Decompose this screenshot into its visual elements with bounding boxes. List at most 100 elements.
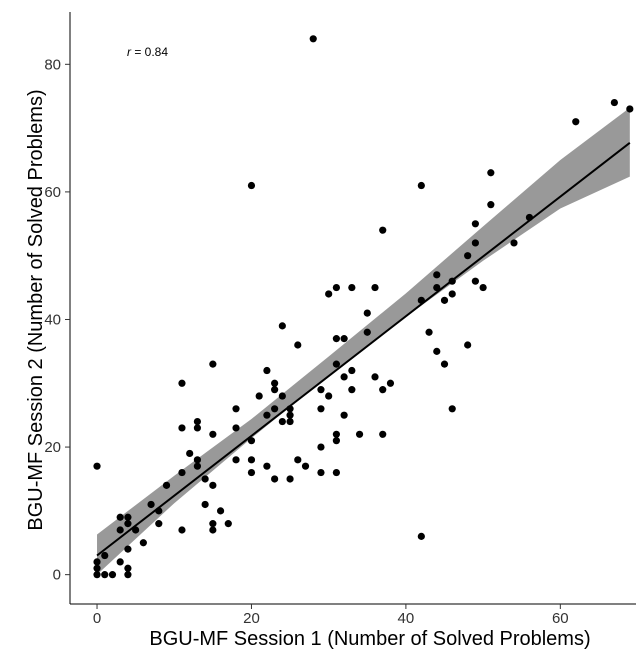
r-symbol: r [127, 45, 132, 59]
data-point [93, 462, 101, 470]
data-point [139, 539, 147, 547]
data-point [255, 392, 263, 400]
data-point [626, 105, 634, 113]
data-point [332, 335, 340, 343]
data-point [332, 283, 340, 292]
data-point [108, 571, 117, 579]
data-point [348, 386, 356, 394]
data-point [340, 373, 348, 381]
data-point [363, 309, 371, 317]
regression-line [96, 141, 631, 557]
data-point [286, 417, 294, 426]
x-tick-label: 20 [243, 610, 260, 627]
data-point [464, 341, 472, 349]
data-point [278, 392, 286, 400]
y-tick-label: 20 [44, 439, 61, 456]
data-point [379, 430, 387, 438]
data-point [471, 220, 479, 228]
data-point [116, 558, 124, 566]
data-point [440, 296, 449, 304]
data-point [286, 475, 294, 483]
x-tick-label: 60 [552, 610, 569, 627]
data-point [340, 411, 348, 419]
data-point [247, 181, 256, 190]
data-point [178, 526, 186, 534]
data-point [209, 430, 217, 438]
data-point [101, 571, 109, 579]
data-point [263, 411, 271, 419]
data-point [348, 283, 356, 292]
data-point [209, 481, 217, 489]
data-point [332, 430, 340, 438]
data-point [379, 226, 387, 234]
data-point [425, 328, 433, 336]
data-point [247, 468, 256, 477]
data-point [124, 513, 132, 521]
y-tick-label: 0 [53, 567, 61, 584]
data-point [317, 405, 325, 413]
data-point [325, 392, 333, 400]
y-tick-label: 40 [44, 311, 61, 328]
data-point [201, 475, 209, 483]
data-point [93, 558, 101, 566]
data-point [371, 283, 379, 292]
data-point [371, 373, 379, 381]
data-point [178, 468, 186, 477]
data-point [479, 283, 487, 292]
confidence-band [97, 107, 630, 575]
data-point [93, 571, 101, 579]
data-point [155, 520, 163, 528]
data-point [325, 290, 333, 298]
data-point [332, 360, 340, 368]
data-point [448, 405, 456, 413]
data-point [193, 462, 202, 470]
r-value: = 0.84 [131, 45, 168, 59]
x-tick-label: 0 [93, 610, 101, 627]
data-point [433, 347, 441, 355]
data-point [379, 386, 387, 394]
data-point [116, 526, 124, 534]
y-tick-label: 80 [44, 56, 61, 73]
data-point [487, 201, 495, 209]
data-point [309, 35, 317, 43]
data-point [294, 341, 302, 349]
data-point [340, 335, 348, 343]
data-point [247, 437, 256, 445]
data-point [278, 322, 286, 330]
data-point [301, 462, 310, 470]
data-point [464, 252, 472, 260]
data-point [147, 500, 155, 509]
y-tick-label: 60 [44, 184, 61, 201]
data-point [271, 475, 279, 483]
data-point [440, 360, 449, 368]
data-point [386, 379, 395, 387]
data-point [487, 169, 495, 177]
data-point [332, 437, 340, 445]
data-point [209, 360, 217, 368]
data-point [193, 417, 202, 426]
y-axis-ticks: 0 20 40 60 80 [44, 56, 70, 584]
data-point [209, 526, 217, 534]
data-point [216, 507, 225, 515]
x-axis-title: BGU-MF Session 1 (Number of Solved Probl… [149, 628, 590, 650]
data-point [201, 500, 209, 509]
data-point [93, 564, 101, 572]
data-point [271, 405, 279, 413]
data-point [247, 456, 256, 464]
data-point [572, 118, 580, 126]
data-point [278, 417, 286, 426]
data-point [317, 468, 325, 477]
y-axis-title: BGU-MF Session 2 (Number of Solved Probl… [25, 89, 47, 530]
data-point [448, 290, 456, 298]
data-point [193, 456, 202, 464]
data-point [271, 379, 279, 387]
data-point [178, 379, 186, 387]
data-point [610, 98, 618, 107]
data-point [294, 456, 302, 464]
data-point [124, 571, 132, 579]
data-point [433, 283, 441, 292]
data-point [348, 366, 356, 375]
data-point [263, 366, 271, 375]
data-point [232, 456, 240, 464]
